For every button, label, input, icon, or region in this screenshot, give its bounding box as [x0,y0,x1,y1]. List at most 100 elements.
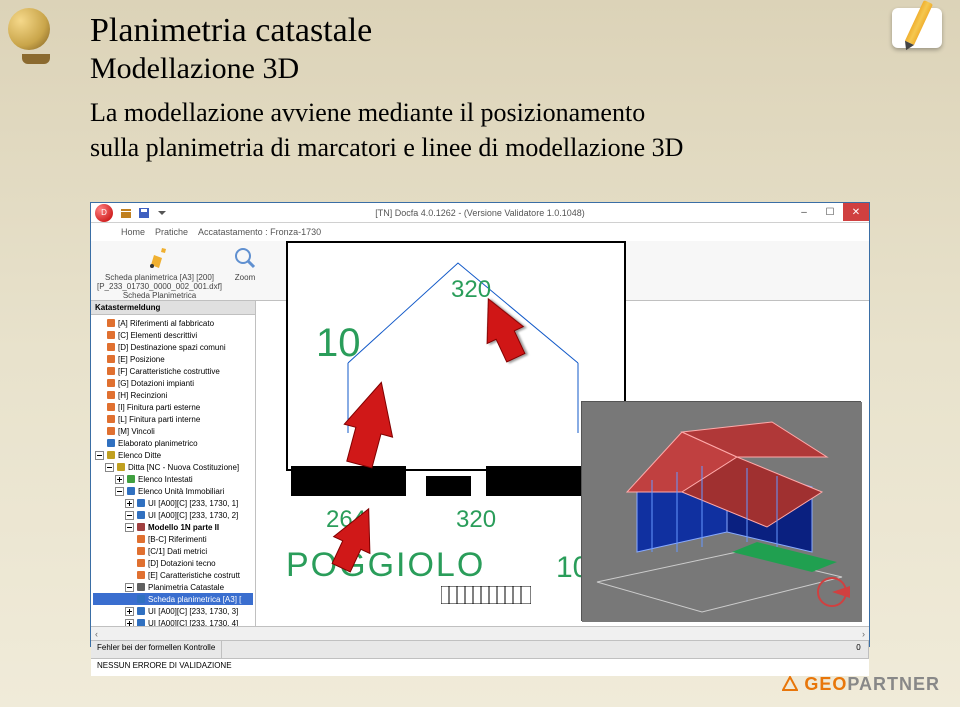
tree-item[interactable]: [I] Finitura parti esterne [93,401,253,413]
tree-node-icon [106,318,116,328]
tree-spacer [125,595,134,604]
tree: [A] Riferimenti al fabbricato[C] Element… [91,315,255,626]
tree-item-label: Ditta [NC - Nuova Costituzione] [128,463,239,472]
tree-item[interactable]: UI [A00][C] [233, 1730, 2] [93,509,253,521]
tree-item-label: Modello 1N parte II [148,523,219,532]
expand-icon[interactable] [125,607,134,616]
tree-node-icon [106,438,116,448]
collapse-icon[interactable] [115,487,124,496]
tree-item[interactable]: [C] Elementi descrittivi [93,329,253,341]
ribbon-tabs: Home Pratiche Accatastamento : Fronza-17… [91,223,869,241]
marker-320-bottom: 320 [456,506,496,534]
tree-spacer [95,439,104,448]
tree-item[interactable]: Planimetria Catastale [93,581,253,593]
ribbon-scheda[interactable]: Scheda planimetrica [A3] [200] [P_233_01… [97,245,222,300]
slide-body: La modellazione avviene mediante il posi… [90,95,683,165]
tree-item-label: Elenco Unità Immobiliari [138,487,224,496]
qat-save-icon[interactable] [137,206,151,220]
tree-spacer [95,403,104,412]
tree-spacer [95,355,104,364]
tree-item[interactable]: [D] Dotazioni tecno [93,557,253,569]
ribbon-zoom[interactable]: Zoom [232,245,258,282]
docfa-window: D [TN] Docfa 4.0.1262 - (Versione Valida… [90,202,870,647]
scroll-right-icon[interactable]: › [858,629,869,639]
edit-note-icon [892,8,952,68]
tab-pratiche[interactable]: Pratiche [155,227,188,237]
collapse-icon[interactable] [125,523,134,532]
tree-node-icon [106,426,116,436]
sidebar-header: Katastermeldung [91,301,255,315]
tree-item-label: Elenco Intestati [138,475,193,484]
expand-icon[interactable] [115,475,124,484]
tree-spacer [125,535,134,544]
tree-item[interactable]: [F] Caratteristiche costruttive [93,365,253,377]
tree-item[interactable]: Elenco Ditte [93,449,253,461]
scroll-left-icon[interactable]: ‹ [91,629,102,639]
collapse-icon[interactable] [125,511,134,520]
tree-item[interactable]: [G] Dotazioni impianti [93,377,253,389]
tree-node-icon [136,582,146,592]
tree-node-icon [136,498,146,508]
minimize-button[interactable]: – [791,203,817,221]
status-bar: Fehler bei der formellen Kontrolle 0 [91,640,869,658]
qat-open-icon[interactable] [119,206,133,220]
tree-item[interactable]: [D] Destinazione spazi comuni [93,341,253,353]
tree-item[interactable]: [C/1] Dati metrici [93,545,253,557]
close-button[interactable]: ✕ [843,203,869,221]
expand-icon[interactable] [125,499,134,508]
tree-item[interactable]: [E] Caratteristiche costrutt [93,569,253,581]
tree-item-label: Planimetria Catastale [148,583,224,592]
pencil-icon [147,245,173,271]
collapse-icon[interactable] [105,463,114,472]
magnifier-icon [232,245,258,271]
tree-item[interactable]: UI [A00][C] [233, 1730, 1] [93,497,253,509]
tree-item-label: [G] Dotazioni impianti [118,379,194,388]
tree-item[interactable]: [A] Riferimenti al fabbricato [93,317,253,329]
tree-node-icon [136,606,146,616]
tree-item[interactable]: Scheda planimetrica [A3] [ [93,593,253,605]
collapse-icon[interactable] [95,451,104,460]
expand-icon[interactable] [125,619,134,627]
horizontal-scrollbar[interactable]: ‹ › [91,626,869,640]
tab-home[interactable]: Home [121,227,145,237]
title-bar[interactable]: D [TN] Docfa 4.0.1262 - (Versione Valida… [91,203,869,223]
section-block-2 [426,476,471,496]
tree-node-icon [136,534,146,544]
model-3d-view[interactable] [581,401,861,621]
tree-spacer [95,427,104,436]
tab-accatastamento[interactable]: Accatastamento : Fronza-1730 [198,227,321,237]
tree-item[interactable]: Ditta [NC - Nuova Costituzione] [93,461,253,473]
tree-node-icon [106,330,116,340]
status-bar-2: NESSUN ERRORE DI VALIDAZIONE [91,658,869,676]
tree-item[interactable]: [L] Finitura parti interne [93,413,253,425]
tree-item[interactable]: Modello 1N parte II [93,521,253,533]
tree-item[interactable]: [M] Vincoli [93,425,253,437]
drawing-canvas[interactable]: 10 320 264 320 10 POGGIOLO [256,301,869,626]
qat-dropdown-icon[interactable] [155,206,169,220]
tree-item[interactable]: Elenco Intestati [93,473,253,485]
tree-item[interactable]: Elaborato planimetrico [93,437,253,449]
logo-geo: GEO [804,674,847,694]
tree-spacer [125,547,134,556]
maximize-button[interactable]: ☐ [817,203,843,221]
tree-item[interactable]: UI [A00][C] [233, 1730, 4] [93,617,253,626]
tree-item-label: UI [A00][C] [233, 1730, 4] [148,619,238,627]
status-label: Fehler bei der formellen Kontrolle [91,641,222,658]
red-arrow-top [461,286,541,366]
tree-item[interactable]: [B-C] Riferimenti [93,533,253,545]
collapse-icon[interactable] [125,583,134,592]
tree-sidebar: Katastermeldung [A] Riferimenti al fabbr… [91,301,256,626]
tree-item-label: UI [A00][C] [233, 1730, 1] [148,499,238,508]
tree-item-label: [E] Posizione [118,355,165,364]
tree-item[interactable]: Elenco Unità Immobiliari [93,485,253,497]
tree-spacer [95,319,104,328]
slide-subtitle: Modellazione 3D [90,52,299,86]
tree-item[interactable]: [E] Posizione [93,353,253,365]
tree-item-label: Elaborato planimetrico [118,439,198,448]
tree-item[interactable]: [H] Recinzioni [93,389,253,401]
logo-partner: PARTNER [847,674,940,694]
ribbon-zoom-label: Zoom [235,273,255,282]
tree-item-label: [M] Vincoli [118,427,155,436]
tree-node-icon [106,354,116,364]
tree-item[interactable]: UI [A00][C] [233, 1730, 3] [93,605,253,617]
